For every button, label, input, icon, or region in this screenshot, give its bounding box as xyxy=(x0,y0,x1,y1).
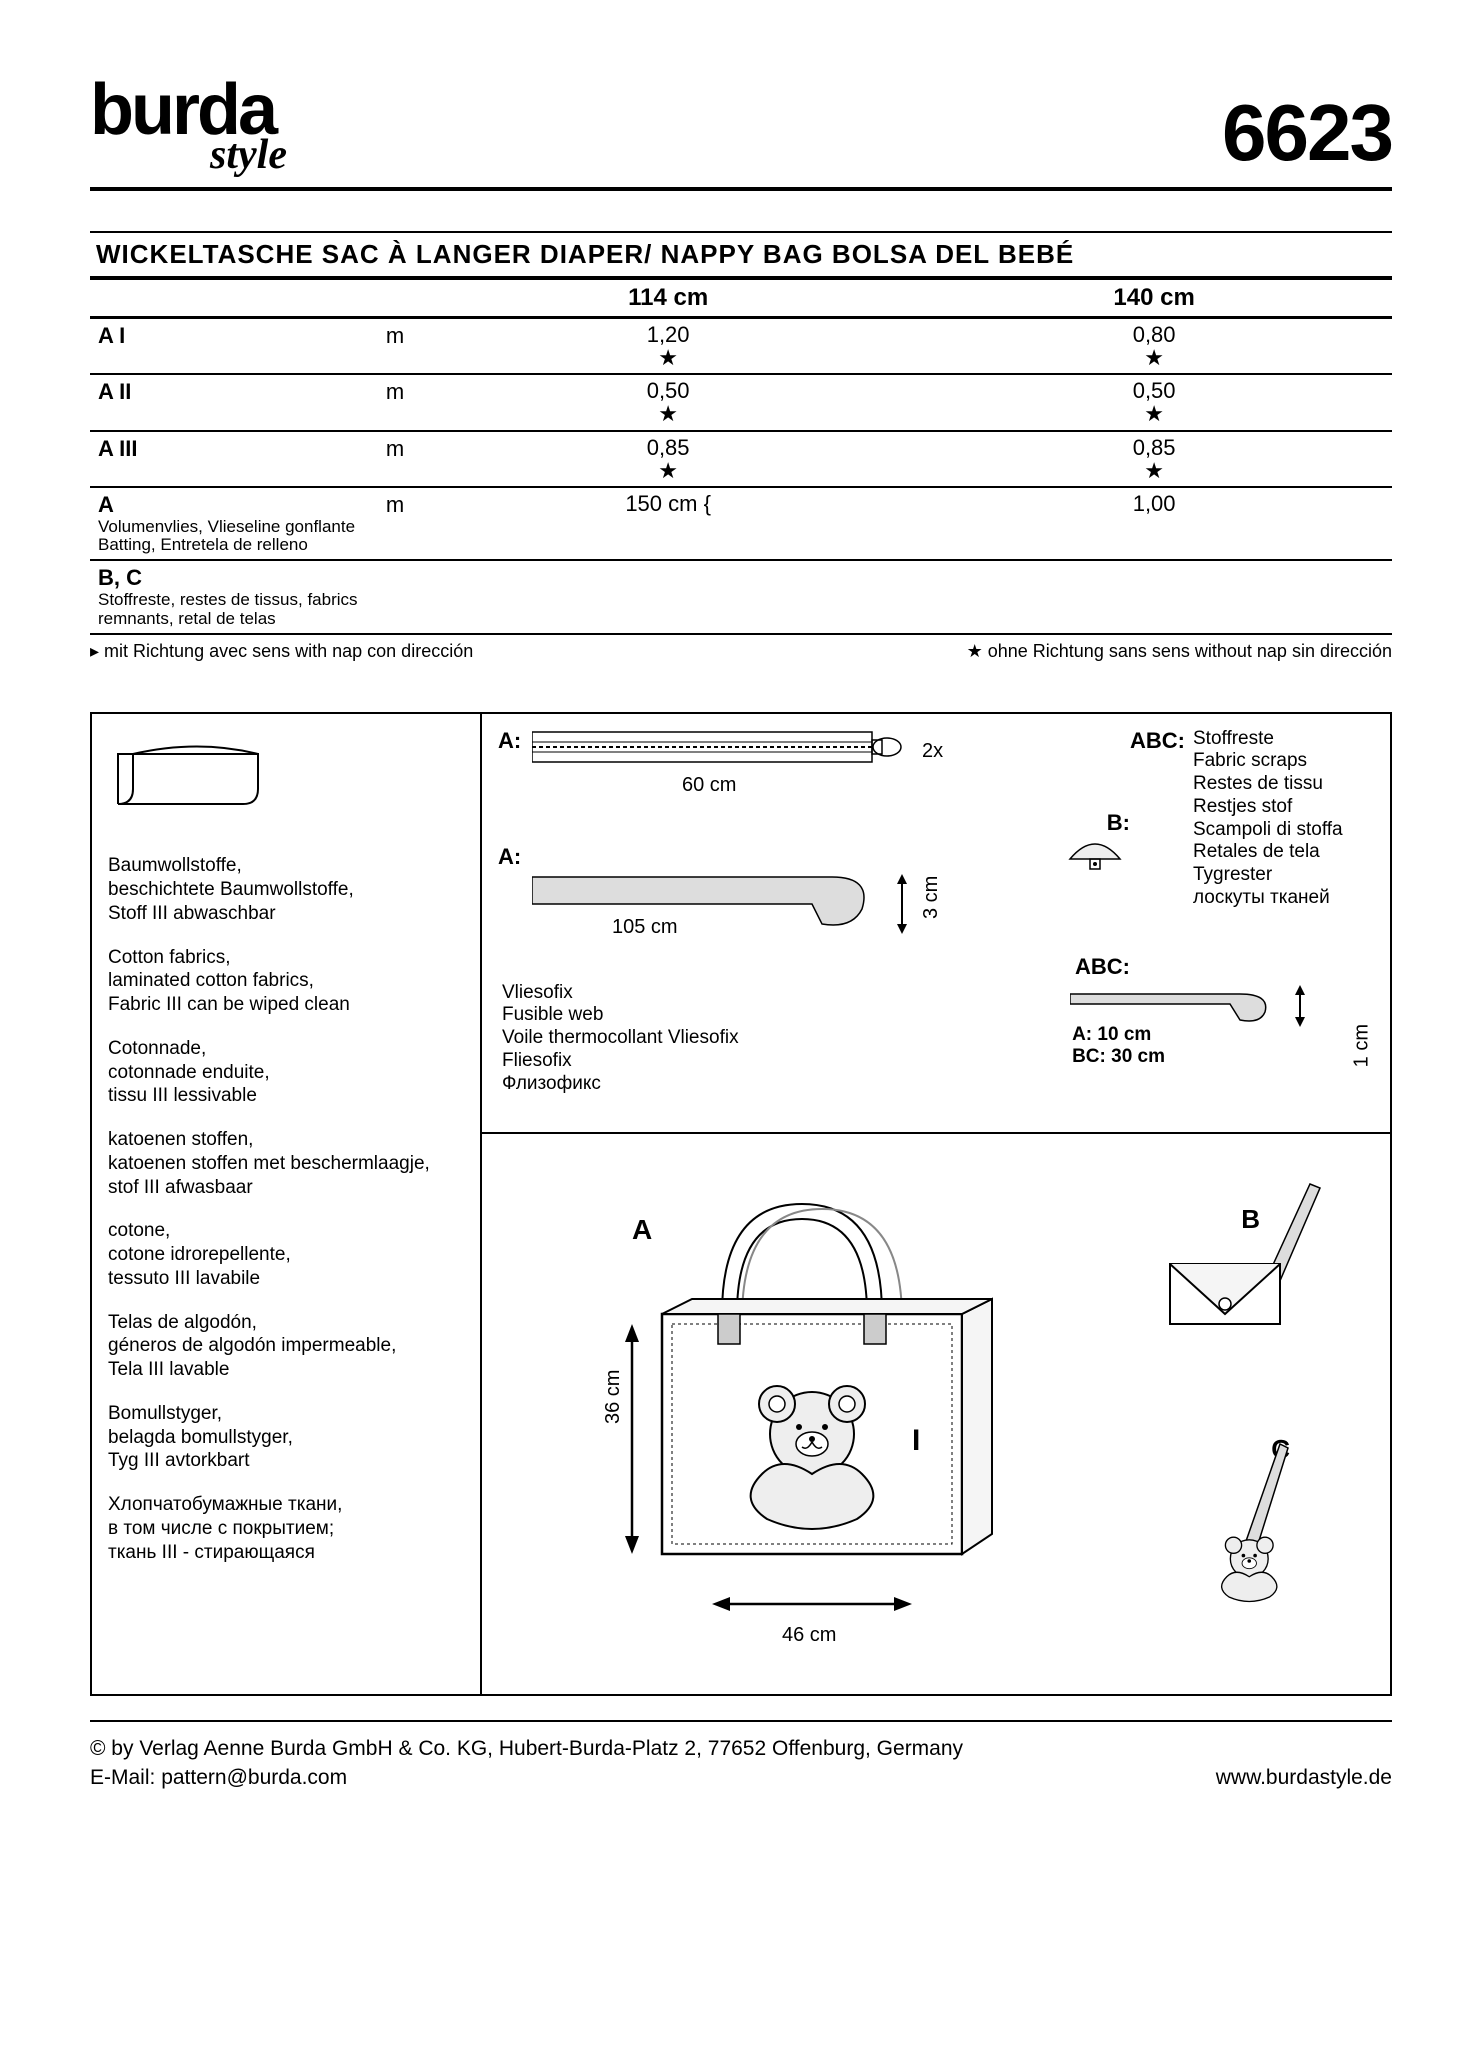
shank-button-icon xyxy=(1065,834,1125,879)
fabric-rec-group: Baumwollstoffe,beschichtete Baumwollstof… xyxy=(108,854,464,925)
views-panel: A xyxy=(482,1134,1390,1694)
fabric-requirements-table: 114 cm 140 cm A Im1,20★0,80★A IIm0,50★0,… xyxy=(90,280,1392,634)
col-114: 114 cm xyxy=(420,280,916,318)
fabric-rec-group: Telas de algodón,géneros de algodón impe… xyxy=(108,1311,464,1382)
webbing-icon xyxy=(532,869,962,959)
product-title: WICKELTASCHE SAC À LANGER DIAPER/ NAPPY … xyxy=(90,231,1392,280)
table-row: A Im1,20★0,80★ xyxy=(90,318,1392,375)
bag-height: 36 cm xyxy=(602,1369,625,1423)
fabric-rec-group: cotone,cotone idrorepellente,tessuto III… xyxy=(108,1219,464,1290)
fabric-rec-group: Bomullstyger,belagda bomullstyger,Tyg II… xyxy=(108,1402,464,1473)
scraps-variant: ABC: xyxy=(1130,728,1185,754)
materials-box: Baumwollstoffe,beschichtete Baumwollstof… xyxy=(90,712,1392,1696)
button-variant: B: xyxy=(1107,810,1130,836)
zipper-variant: A: xyxy=(498,728,521,753)
webbing-variant: A: xyxy=(498,844,521,870)
ribbon-length-bc: BC: 30 cm xyxy=(1072,1046,1165,1069)
pattern-number: 6623 xyxy=(1222,87,1392,179)
pouch-illustration xyxy=(1140,1174,1330,1354)
fabric-swatch-icon xyxy=(108,734,464,831)
brand-logo: burda style xyxy=(90,80,287,179)
nap-legend: ▸ mit Richtung avec sens with nap con di… xyxy=(90,641,1392,662)
fabric-rec-group: katoenen stoffen,katoenen stoffen met be… xyxy=(108,1128,464,1199)
fabric-recommendations: Baumwollstoffe,beschichtete Baumwollstof… xyxy=(92,714,482,1694)
with-nap: ▸ mit Richtung avec sens with nap con di… xyxy=(90,641,473,662)
table-row: AVolumenvlies, Vlieseline gonflanteBatti… xyxy=(90,487,1392,560)
copyright: © by Verlag Aenne Burda GmbH & Co. KG, H… xyxy=(90,1734,1392,1763)
table-row: A IIm0,50★0,50★ xyxy=(90,374,1392,430)
bag-fabric-mark: I xyxy=(912,1424,920,1458)
website-url: www.burdastyle.de xyxy=(1216,1763,1392,1792)
ribbon-length-a: A: 10 cm xyxy=(1072,1024,1165,1047)
fabric-rec-group: Cotonnade,cotonnade enduite,tissu III le… xyxy=(108,1037,464,1108)
fabric-rec-group: Cotton fabrics,laminated cotton fabrics,… xyxy=(108,946,464,1017)
charm-illustration xyxy=(1190,1434,1310,1614)
col-140: 140 cm xyxy=(916,280,1392,318)
without-nap: ★ ohne Richtung sans sens without nap si… xyxy=(967,641,1392,662)
brand-sub: style xyxy=(210,131,287,179)
zipper-qty: 2x xyxy=(922,740,943,763)
bag-illustration xyxy=(592,1164,1032,1664)
ribbon-width: 1 cm xyxy=(1350,1024,1373,1067)
ribbon-variant: ABC: xyxy=(1075,954,1130,980)
fusible-web-text: VliesofixFusible webVoile thermocollant … xyxy=(502,982,739,1096)
webbing-length: 105 cm xyxy=(612,916,678,939)
header: burda style 6623 xyxy=(90,80,1392,191)
bag-width: 46 cm xyxy=(782,1624,836,1647)
email: pattern@burda.com xyxy=(161,1766,347,1789)
table-row: B, CStoffreste, restes de tissus, fabric… xyxy=(90,560,1392,633)
zipper-length: 60 cm xyxy=(682,774,736,797)
table-row: A IIIm0,85★0,85★ xyxy=(90,431,1392,487)
fabric-rec-group: Хлопчатобумажные ткани,в том числе с пок… xyxy=(108,1493,464,1564)
webbing-width: 3 cm xyxy=(920,875,943,918)
fabric-scraps-text: StoffresteFabric scrapsRestes de tissuRe… xyxy=(1193,728,1368,910)
notions-panel: A: 2x 60 cm B: A: xyxy=(482,714,1390,1134)
footer: © by Verlag Aenne Burda GmbH & Co. KG, H… xyxy=(90,1720,1392,1793)
